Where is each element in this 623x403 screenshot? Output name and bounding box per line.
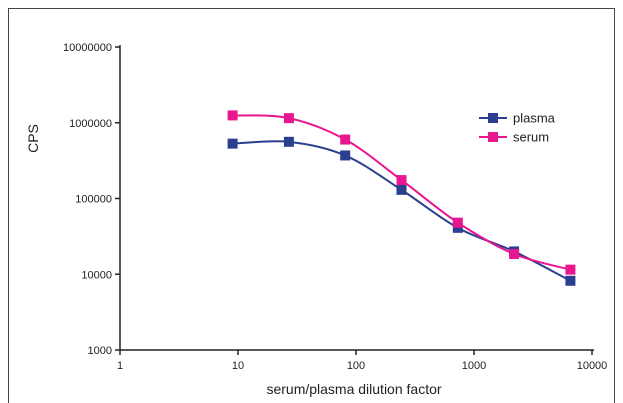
- y-tick-label: 1000000: [69, 118, 112, 130]
- series-plasma: [227, 136, 576, 286]
- legend-item-serum: serum: [479, 130, 549, 145]
- y-axis-title: CPS: [25, 124, 41, 153]
- y-tick-label: 10000000: [63, 42, 112, 54]
- series-layer: [227, 110, 576, 286]
- y-tick-label: 10000: [81, 269, 112, 281]
- data-point-plasma: [452, 222, 463, 233]
- data-point-plasma: [565, 275, 576, 286]
- data-point-serum: [509, 249, 520, 260]
- legend-marker: [488, 132, 498, 142]
- legend: plasma serum: [479, 111, 556, 145]
- y-tick-label: 100000: [75, 194, 112, 206]
- data-point-serum: [283, 113, 294, 124]
- data-point-plasma: [396, 184, 407, 195]
- x-tick-label: 1000: [462, 360, 486, 372]
- legend-label: serum: [513, 130, 549, 145]
- legend-label: plasma: [513, 111, 556, 126]
- data-point-serum: [396, 175, 407, 186]
- chart-frame: [8, 8, 615, 403]
- data-point-serum: [565, 264, 576, 275]
- legend-marker: [488, 113, 498, 123]
- legend-item-plasma: plasma: [479, 111, 556, 126]
- data-point-serum: [452, 217, 463, 228]
- ticks: 1000 10000 100000 1000000 10000000 1 10 100 1000…: [63, 42, 607, 372]
- data-point-plasma: [227, 138, 238, 149]
- series-serum: [227, 110, 576, 275]
- y-tick-label: 1000: [88, 345, 112, 357]
- x-tick-label: 10000: [577, 360, 608, 372]
- data-point-serum: [227, 110, 238, 121]
- x-tick-label: 1: [117, 360, 123, 372]
- data-point-plasma: [340, 150, 351, 161]
- x-tick-label: 10: [232, 360, 244, 372]
- data-point-serum: [340, 134, 351, 145]
- series-line-plasma: [232, 140, 571, 282]
- data-point-plasma: [283, 136, 294, 147]
- x-tick-label: 100: [347, 360, 365, 372]
- axes: [119, 45, 594, 351]
- x-axis-title: serum/plasma dilution factor: [266, 381, 441, 397]
